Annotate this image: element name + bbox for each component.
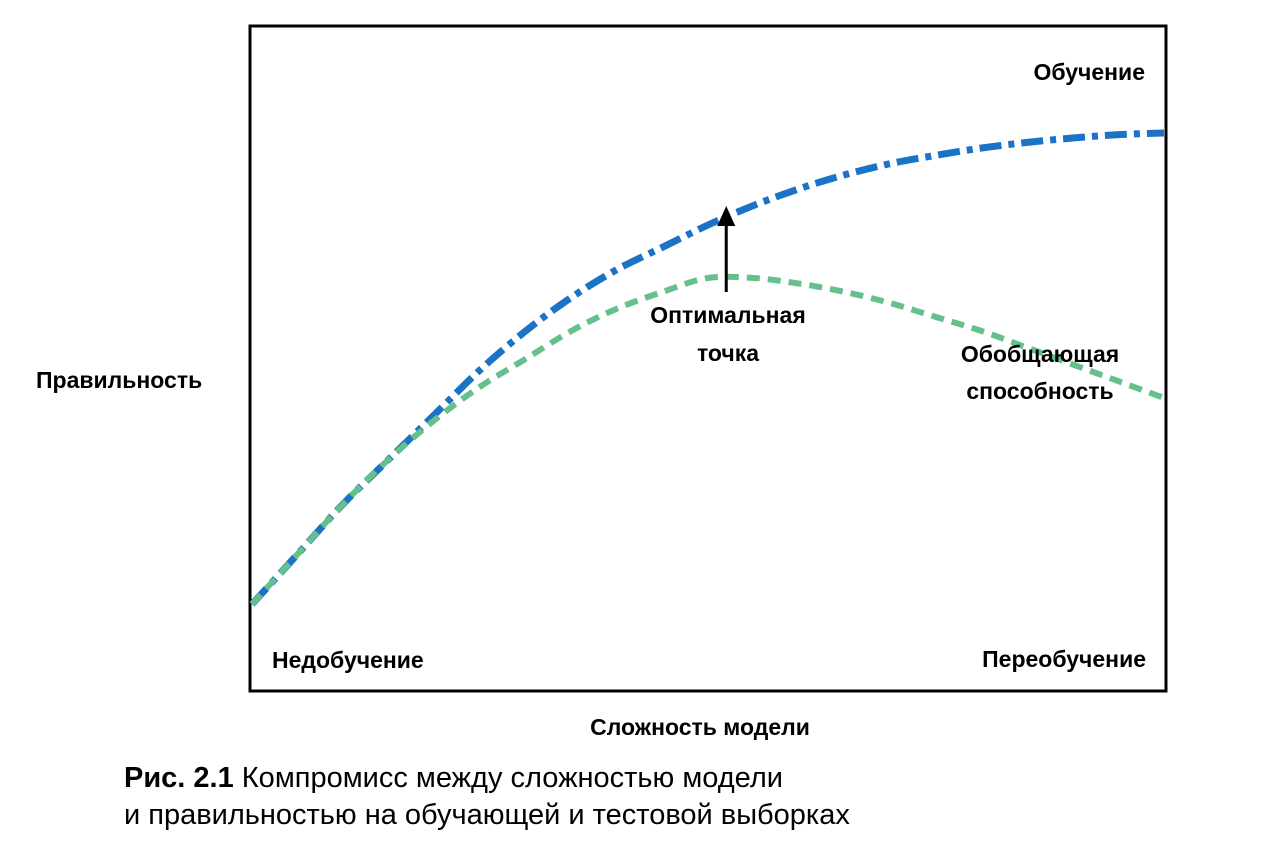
x-axis-label: Сложность модели [590,714,810,740]
training-accuracy-line [249,129,1165,607]
caption-line-2: и правильностью на обучающей и тестовой … [124,799,850,831]
underfitting-label: Недобучение [272,647,424,673]
generalization-accuracy-line [249,273,1166,607]
caption-line-1: Рис. 2.1 Компромисс между сложностью мод… [124,760,1224,797]
caption-text-1: Компромисс между сложностью модели [233,762,783,794]
figure-caption: Рис. 2.1 Компромисс между сложностью мод… [124,760,1224,834]
caption-figure-number: Рис. 2.1 [124,762,234,794]
optimal-point-label-line1: Оптимальная [650,302,806,328]
optimal-point-label-line2: точка [697,340,759,366]
training-label: Обучение [1033,59,1145,85]
optimal-point-arrow-head [717,206,736,226]
y-axis-label: Правильность [36,367,202,393]
plot-frame [248,24,1168,693]
overfitting-label: Переобучение [982,646,1146,672]
generalization-label-line2: способность [966,378,1113,404]
generalization-label-line1: Обобщающая [961,341,1119,367]
